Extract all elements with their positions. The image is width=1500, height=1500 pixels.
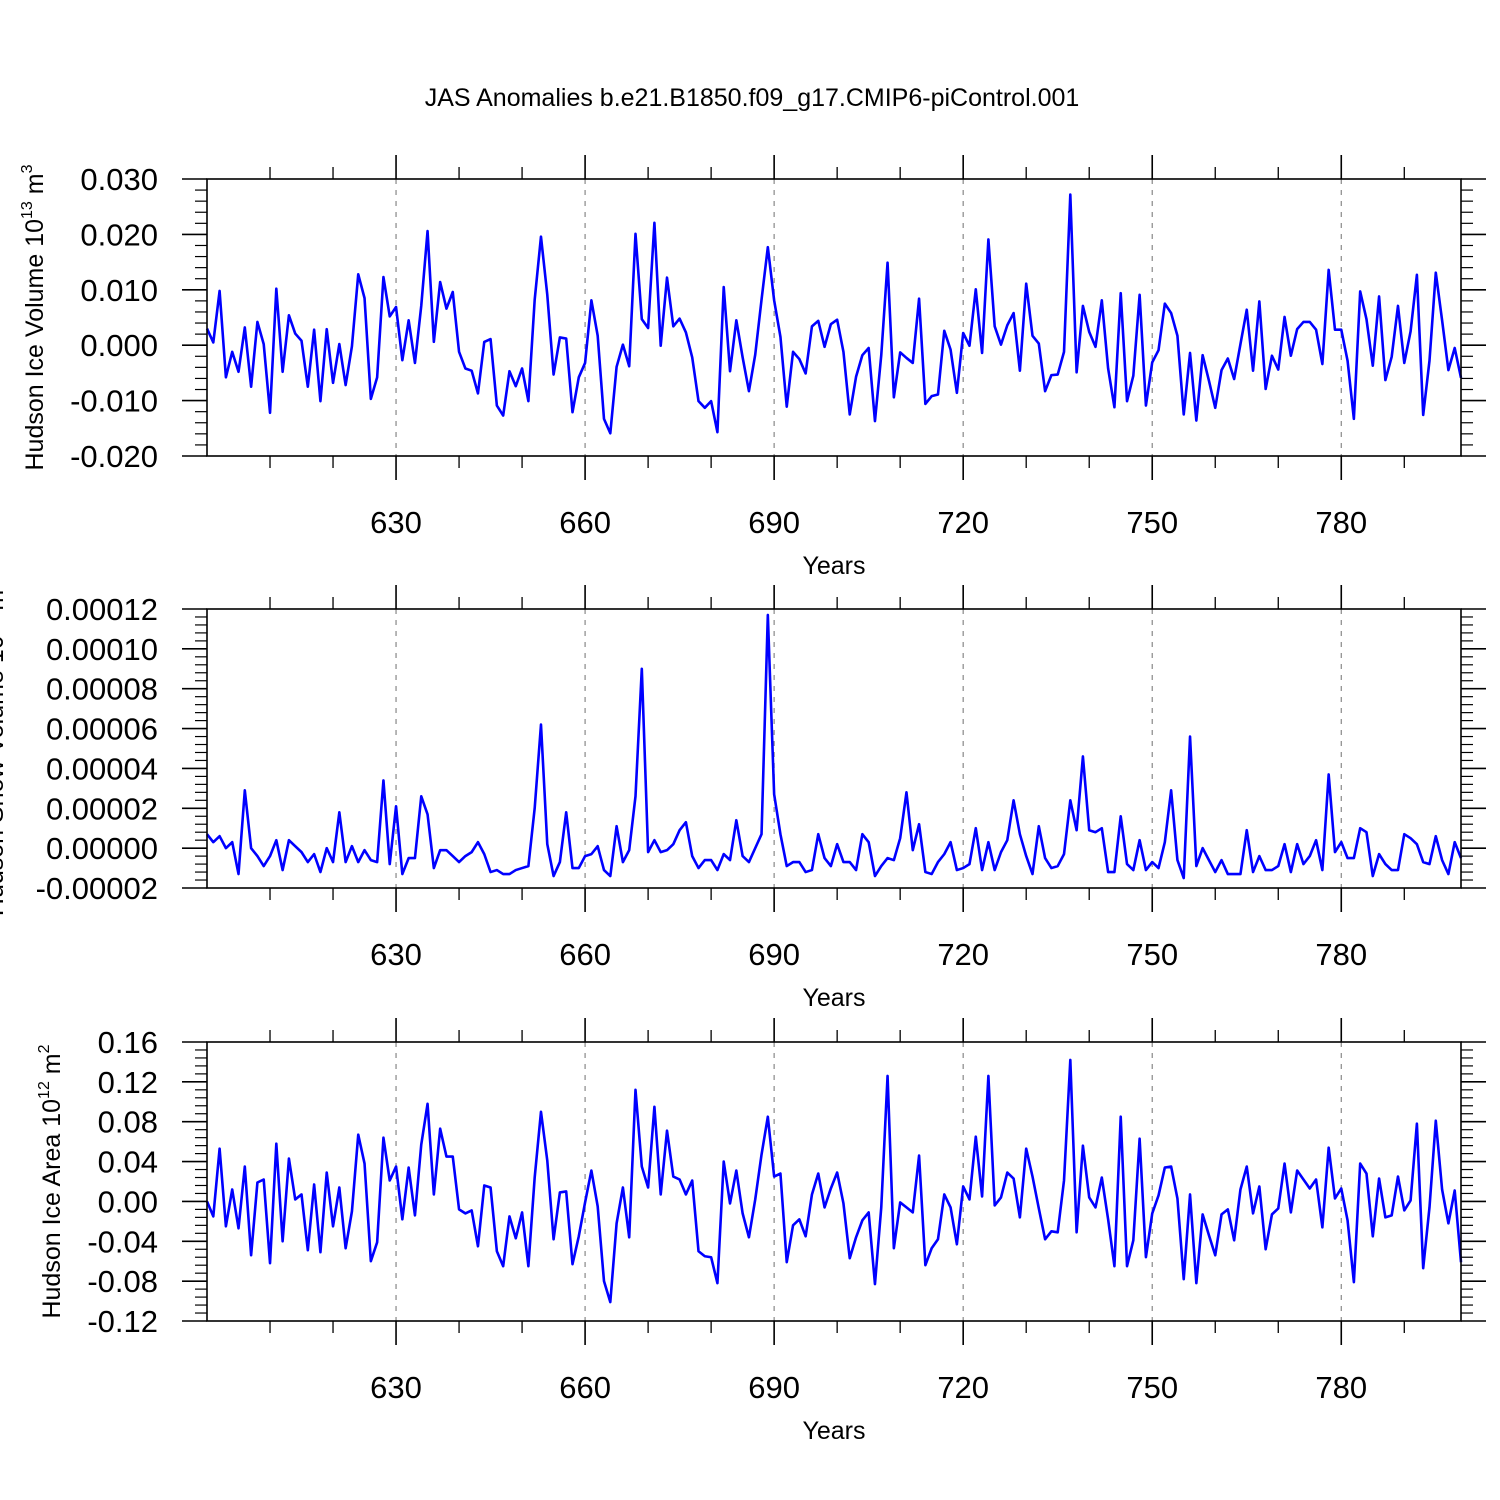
y-tick-label: 0.08	[98, 1105, 158, 1140]
x-tick-label: 720	[937, 937, 989, 972]
y-axis-title: Hudson Ice Volume 1013 m3	[19, 164, 49, 470]
y-axis-title-text: Hudson Snow Volume 10	[0, 635, 9, 916]
plot-frame	[206, 608, 1462, 889]
y-axis-title-unit: m	[21, 173, 49, 201]
y-axis-title-exp: 12	[36, 1081, 53, 1099]
y-tick-label: 0.020	[80, 217, 158, 252]
x-tick-label: 780	[1315, 505, 1367, 540]
x-tick-label: 780	[1315, 1370, 1367, 1405]
chart-panel-3: 630 660 690 720 750 780 -0.12 -0.08 -0.04 0.00 0.0…	[36, 1018, 1486, 1445]
y-tick-label: -0.04	[87, 1224, 158, 1259]
y-axis-title: Hudson Snow Volume 1013 m3	[0, 581, 9, 916]
y-tick-label: 0.00	[98, 1184, 158, 1219]
chart-panel-1: 630 660 690 720 750 780 -0.020 -0.010 0.000 0.010…	[19, 155, 1486, 580]
y-axis-title-unit: m	[38, 1053, 66, 1081]
x-axis-title: Years	[802, 552, 865, 580]
x-tick-label: 660	[559, 505, 611, 540]
y-tick-label: 0.00010	[46, 632, 158, 667]
plot-frame	[206, 178, 1462, 457]
y-tick-label: 0.00004	[46, 751, 158, 786]
y-axis-title: Hudson Ice Area 1012 m2	[36, 1044, 66, 1318]
x-tick-label: 630	[370, 505, 422, 540]
x-tick-label: 630	[370, 1370, 422, 1405]
figure-title: JAS Anomalies b.e21.B1850.f09_g17.CMIP6-…	[425, 84, 1080, 112]
y-tick-label: 0.000	[80, 328, 158, 363]
y-tick-label: 0.00000	[46, 831, 158, 866]
y-axis-title-exp: 13	[19, 201, 36, 219]
y-tick-label: -0.08	[87, 1264, 158, 1299]
y-tick-label: -0.00002	[36, 871, 158, 906]
x-tick-label: 690	[748, 937, 800, 972]
x-axis-title: Years	[802, 1417, 865, 1445]
x-tick-label: 720	[937, 1370, 989, 1405]
x-tick-label: 660	[559, 937, 611, 972]
y-tick-label: 0.00008	[46, 672, 158, 707]
y-axis-title-text: Hudson Ice Area 10	[38, 1099, 66, 1319]
x-tick-label: 660	[559, 1370, 611, 1405]
x-tick-label: 750	[1126, 1370, 1178, 1405]
y-tick-label: -0.020	[70, 439, 158, 474]
y-tick-label: 0.010	[80, 273, 158, 308]
y-tick-label: 0.00006	[46, 712, 158, 747]
x-tick-label: 750	[1126, 505, 1178, 540]
y-axis-title-text: Hudson Ice Volume 10	[21, 219, 49, 471]
x-tick-label: 780	[1315, 937, 1367, 972]
x-tick-label: 750	[1126, 937, 1178, 972]
x-tick-label: 630	[370, 937, 422, 972]
y-tick-label: 0.030	[80, 162, 158, 197]
x-tick-label: 690	[748, 1370, 800, 1405]
x-axis-title: Years	[802, 984, 865, 1012]
y-tick-label: 0.00002	[46, 791, 158, 826]
x-tick-label: 690	[748, 505, 800, 540]
panels: 630 660 690 720 750 780 -0.020 -0.010 0.000 0.010…	[0, 155, 1486, 1445]
x-tick-label: 720	[937, 505, 989, 540]
y-tick-label: 0.16	[98, 1025, 158, 1060]
y-tick-label: 0.00012	[46, 592, 158, 627]
y-axis-title-unit-exp: 3	[19, 164, 36, 173]
series-line	[205, 613, 1463, 880]
y-tick-label: 0.04	[98, 1145, 158, 1180]
y-axis-title-unit-exp: 2	[36, 1044, 53, 1053]
series-line	[205, 1058, 1463, 1304]
chart-panel-2: 630 660 690 720 750 780 -0.00002 0.00000 0.00002…	[0, 581, 1486, 1012]
y-tick-label: -0.010	[70, 384, 158, 419]
y-axis-title-unit: m	[0, 590, 9, 618]
series-line	[205, 193, 1463, 435]
y-tick-label: -0.12	[87, 1304, 158, 1339]
y-tick-label: 0.12	[98, 1065, 158, 1100]
plot-frame	[206, 1041, 1462, 1322]
